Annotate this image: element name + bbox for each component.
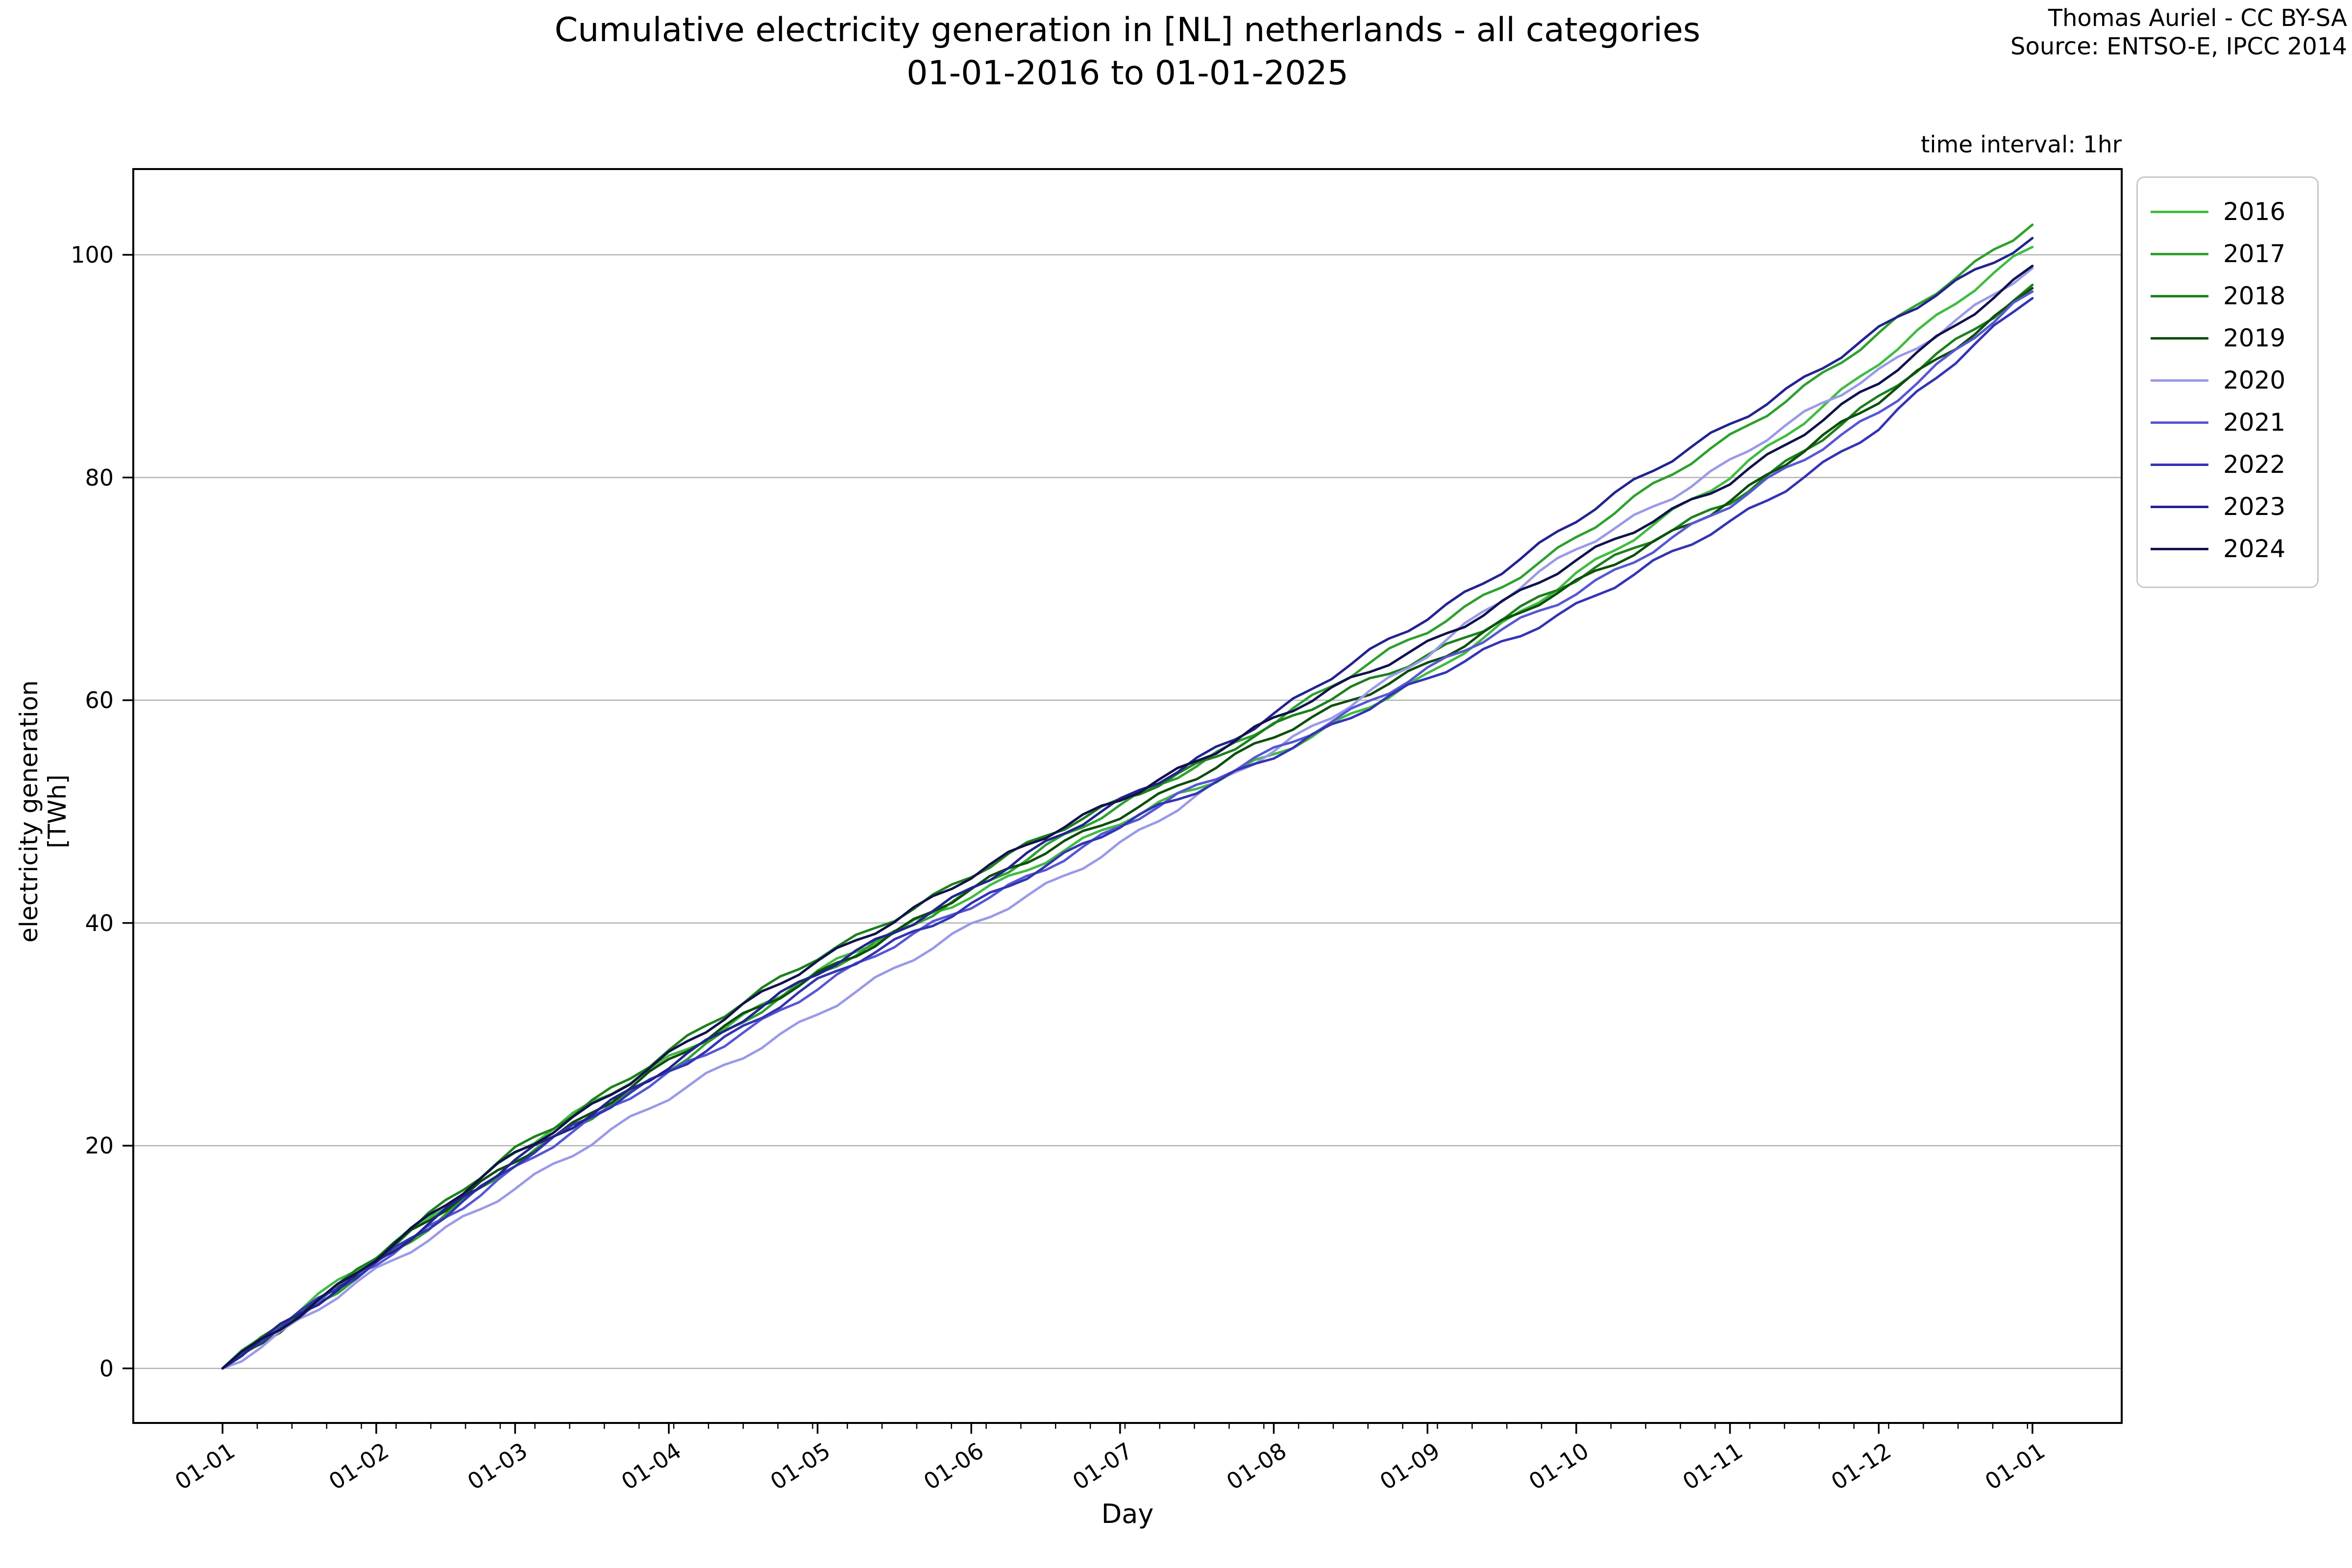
legend-line-swatch-2016 [2151, 210, 2208, 213]
y-tick-label-40: 40 [85, 909, 114, 936]
legend-item-2020: 2020 [2151, 359, 2317, 401]
legend-line-swatch-2024 [2151, 547, 2208, 550]
legend-line-swatch-2021 [2151, 421, 2208, 424]
legend-line-swatch-2018 [2151, 294, 2208, 297]
series-line-2022 [221, 297, 2034, 1370]
plot-border [132, 168, 2123, 1424]
attribution-source: Source: ENTSO-E, IPCC 2014 [2010, 33, 2347, 60]
legend-item-2022: 2022 [2151, 443, 2317, 486]
legend-item-2017: 2017 [2151, 233, 2317, 275]
legend-label-2019: 2019 [2223, 324, 2286, 352]
y-tick-label-80: 80 [85, 464, 114, 491]
x-axis-label: Day [1101, 1498, 1154, 1529]
legend-line-swatch-2020 [2151, 379, 2208, 382]
legend-item-2018: 2018 [2151, 275, 2317, 317]
series-line-2023 [221, 237, 2034, 1370]
legend-label-2020: 2020 [2223, 366, 2286, 394]
legend-line-swatch-2017 [2151, 252, 2208, 255]
legend-line-swatch-2022 [2151, 463, 2208, 466]
legend-label-2023: 2023 [2223, 492, 2286, 521]
legend-item-2016: 2016 [2151, 191, 2317, 233]
chart-title-line2: 01-01-2016 to 01-01-2025 [906, 54, 1348, 93]
attribution-author: Thomas Auriel - CC BY-SA [2048, 4, 2347, 32]
chart-title: Cumulative electricity generation in [NL… [133, 9, 2122, 95]
legend-label-2018: 2018 [2223, 282, 2286, 310]
legend-line-swatch-2023 [2151, 505, 2208, 508]
legend-item-2021: 2021 [2151, 401, 2317, 443]
attribution: Thomas Auriel - CC BY-SA Source: ENTSO-E… [2010, 4, 2347, 61]
legend-label-2021: 2021 [2223, 408, 2286, 437]
legend: 2016 2017 2018 2019 2020 2021 2022 2023 2024 [2136, 176, 2319, 588]
legend-label-2024: 2024 [2223, 535, 2286, 563]
y-tick-label-60: 60 [85, 687, 114, 714]
y-axis-label: electricity generation [TWh] [15, 680, 72, 943]
y-tick-label-100: 100 [71, 241, 114, 268]
legend-item-2023: 2023 [2151, 486, 2317, 528]
time-interval-note: time interval: 1hr [1920, 131, 2122, 158]
series-line-2018 [221, 283, 2034, 1370]
series-line-2019 [221, 287, 2034, 1370]
legend-label-2022: 2022 [2223, 450, 2286, 479]
legend-label-2016: 2016 [2223, 197, 2286, 226]
y-tick-label-20: 20 [85, 1132, 114, 1159]
chart-title-line1: Cumulative electricity generation in [NL… [554, 11, 1701, 49]
legend-item-2024: 2024 [2151, 528, 2317, 570]
series-line-2020 [221, 267, 2034, 1370]
legend-item-2019: 2019 [2151, 317, 2317, 359]
series-line-2016 [221, 245, 2034, 1370]
series-line-2024 [221, 265, 2034, 1370]
y-tick-label-0: 0 [99, 1355, 114, 1382]
series-line-2021 [221, 290, 2034, 1370]
legend-line-swatch-2019 [2151, 337, 2208, 340]
legend-label-2017: 2017 [2223, 240, 2286, 268]
